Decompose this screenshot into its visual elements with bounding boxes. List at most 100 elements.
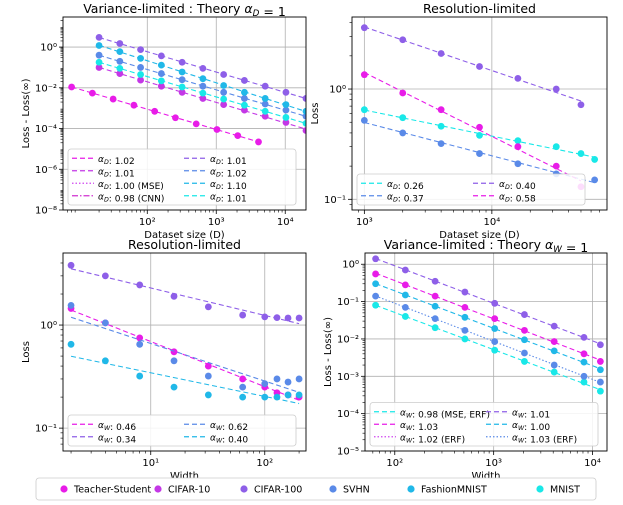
data-point xyxy=(491,338,499,345)
x-axis-label: Dataset size (D) xyxy=(439,230,520,241)
legend-label-sub: D xyxy=(393,184,398,191)
y-axis-label: Loss - Loss(∞) xyxy=(21,78,32,148)
data-point xyxy=(67,340,75,348)
legend-label: αD: 1.01 xyxy=(210,192,247,204)
legend-label-part: : 1.03 xyxy=(412,423,438,433)
panel-title-sub: W xyxy=(553,245,562,255)
data-point xyxy=(284,314,292,322)
data-point xyxy=(273,393,281,401)
data-point xyxy=(192,120,200,128)
data-point xyxy=(178,58,186,66)
data-point xyxy=(67,302,75,309)
tick-label-x: 10² xyxy=(386,458,403,469)
data-point xyxy=(157,77,165,85)
x-axis-label: Width xyxy=(471,471,500,482)
legend-label-alpha: α xyxy=(98,421,104,431)
data-point xyxy=(101,272,109,280)
legend-label: αW: 0.34 xyxy=(98,433,136,445)
data-point xyxy=(109,95,117,103)
dataset-legend-marker xyxy=(407,485,415,493)
legend-label-sub: D xyxy=(216,197,221,204)
data-point xyxy=(295,375,303,383)
legend-label-part: : 0.34 xyxy=(110,436,136,446)
data-point xyxy=(399,129,407,137)
panel-title: Resolution-limited xyxy=(423,1,536,16)
data-point xyxy=(116,57,124,65)
legend-label-part: : 0.40 xyxy=(222,436,248,446)
data-point xyxy=(401,313,409,320)
legend-label-alpha: α xyxy=(499,192,505,202)
legend-label-alpha: α xyxy=(512,433,518,443)
data-point xyxy=(136,372,144,380)
data-point xyxy=(199,95,207,102)
data-point xyxy=(550,368,558,376)
data-point xyxy=(372,270,380,278)
data-point xyxy=(514,137,522,145)
dataset-legend-marker xyxy=(240,485,248,493)
data-point xyxy=(234,132,242,140)
data-point xyxy=(241,106,248,114)
data-point xyxy=(596,366,604,374)
legend-label: αD: 1.02 xyxy=(210,167,247,179)
data-point xyxy=(302,127,306,134)
legend-label-part: : 1.01 xyxy=(524,411,550,421)
data-point xyxy=(514,160,522,168)
data-point xyxy=(136,334,144,342)
legend-label: αD: 1.00 (MSE) xyxy=(98,180,164,192)
tick-label-y: 10⁻⁶ xyxy=(35,165,57,176)
data-point xyxy=(476,131,483,139)
fit-line xyxy=(375,257,601,345)
data-point xyxy=(431,302,439,310)
data-point xyxy=(302,95,306,102)
data-point xyxy=(199,82,207,90)
tick-label-y: 10⁻⁵ xyxy=(337,447,359,458)
data-point xyxy=(550,361,558,369)
data-point xyxy=(261,112,269,120)
legend-label: αW: 1.03 (ERF) xyxy=(512,433,577,445)
legend-label-sub: W xyxy=(216,425,223,432)
tick-label-y: 10⁰ xyxy=(342,260,359,271)
data-point xyxy=(591,156,599,163)
legend-label: αD: 0.40 xyxy=(499,180,536,192)
legend-label-sub: W xyxy=(216,438,223,445)
data-point xyxy=(521,326,528,334)
data-point xyxy=(596,387,604,395)
data-point xyxy=(151,107,159,115)
legend-box xyxy=(67,148,297,206)
data-point xyxy=(95,64,103,71)
data-point xyxy=(284,378,292,386)
data-point xyxy=(476,123,483,131)
data-point xyxy=(521,336,528,344)
legend-label-part: : 1.02 xyxy=(221,170,247,180)
data-point xyxy=(461,335,469,343)
legend-label-alpha: α xyxy=(210,433,216,443)
panel-title-sub: D xyxy=(253,9,260,19)
tick-label-y: 10⁻³ xyxy=(337,372,359,383)
legend-label-part: : 1.02 (ERF) xyxy=(412,436,465,446)
dataset-legend-box xyxy=(35,477,597,501)
data-point xyxy=(476,63,483,70)
data-point xyxy=(372,255,380,263)
data-point xyxy=(401,303,409,311)
plot-area xyxy=(372,255,604,395)
tick-label-x: 10³ xyxy=(356,217,373,228)
legend-label-part: : 1.10 xyxy=(221,182,247,192)
data-point xyxy=(552,85,560,93)
axes-frame xyxy=(62,16,307,211)
fit-line xyxy=(70,268,300,325)
data-point xyxy=(431,324,439,332)
data-point xyxy=(282,88,290,96)
tick-label-y: 10⁻² xyxy=(337,334,359,345)
data-point xyxy=(431,292,439,300)
tick-label-y: 10⁻¹ xyxy=(337,297,359,308)
data-point xyxy=(284,391,292,399)
data-point xyxy=(399,89,407,97)
legend-label-sub: D xyxy=(104,172,109,179)
tick-label-x: 10² xyxy=(256,458,273,469)
legend-label-alpha: α xyxy=(512,408,518,418)
data-point xyxy=(101,319,109,327)
data-point xyxy=(431,315,439,323)
data-point xyxy=(282,101,290,108)
